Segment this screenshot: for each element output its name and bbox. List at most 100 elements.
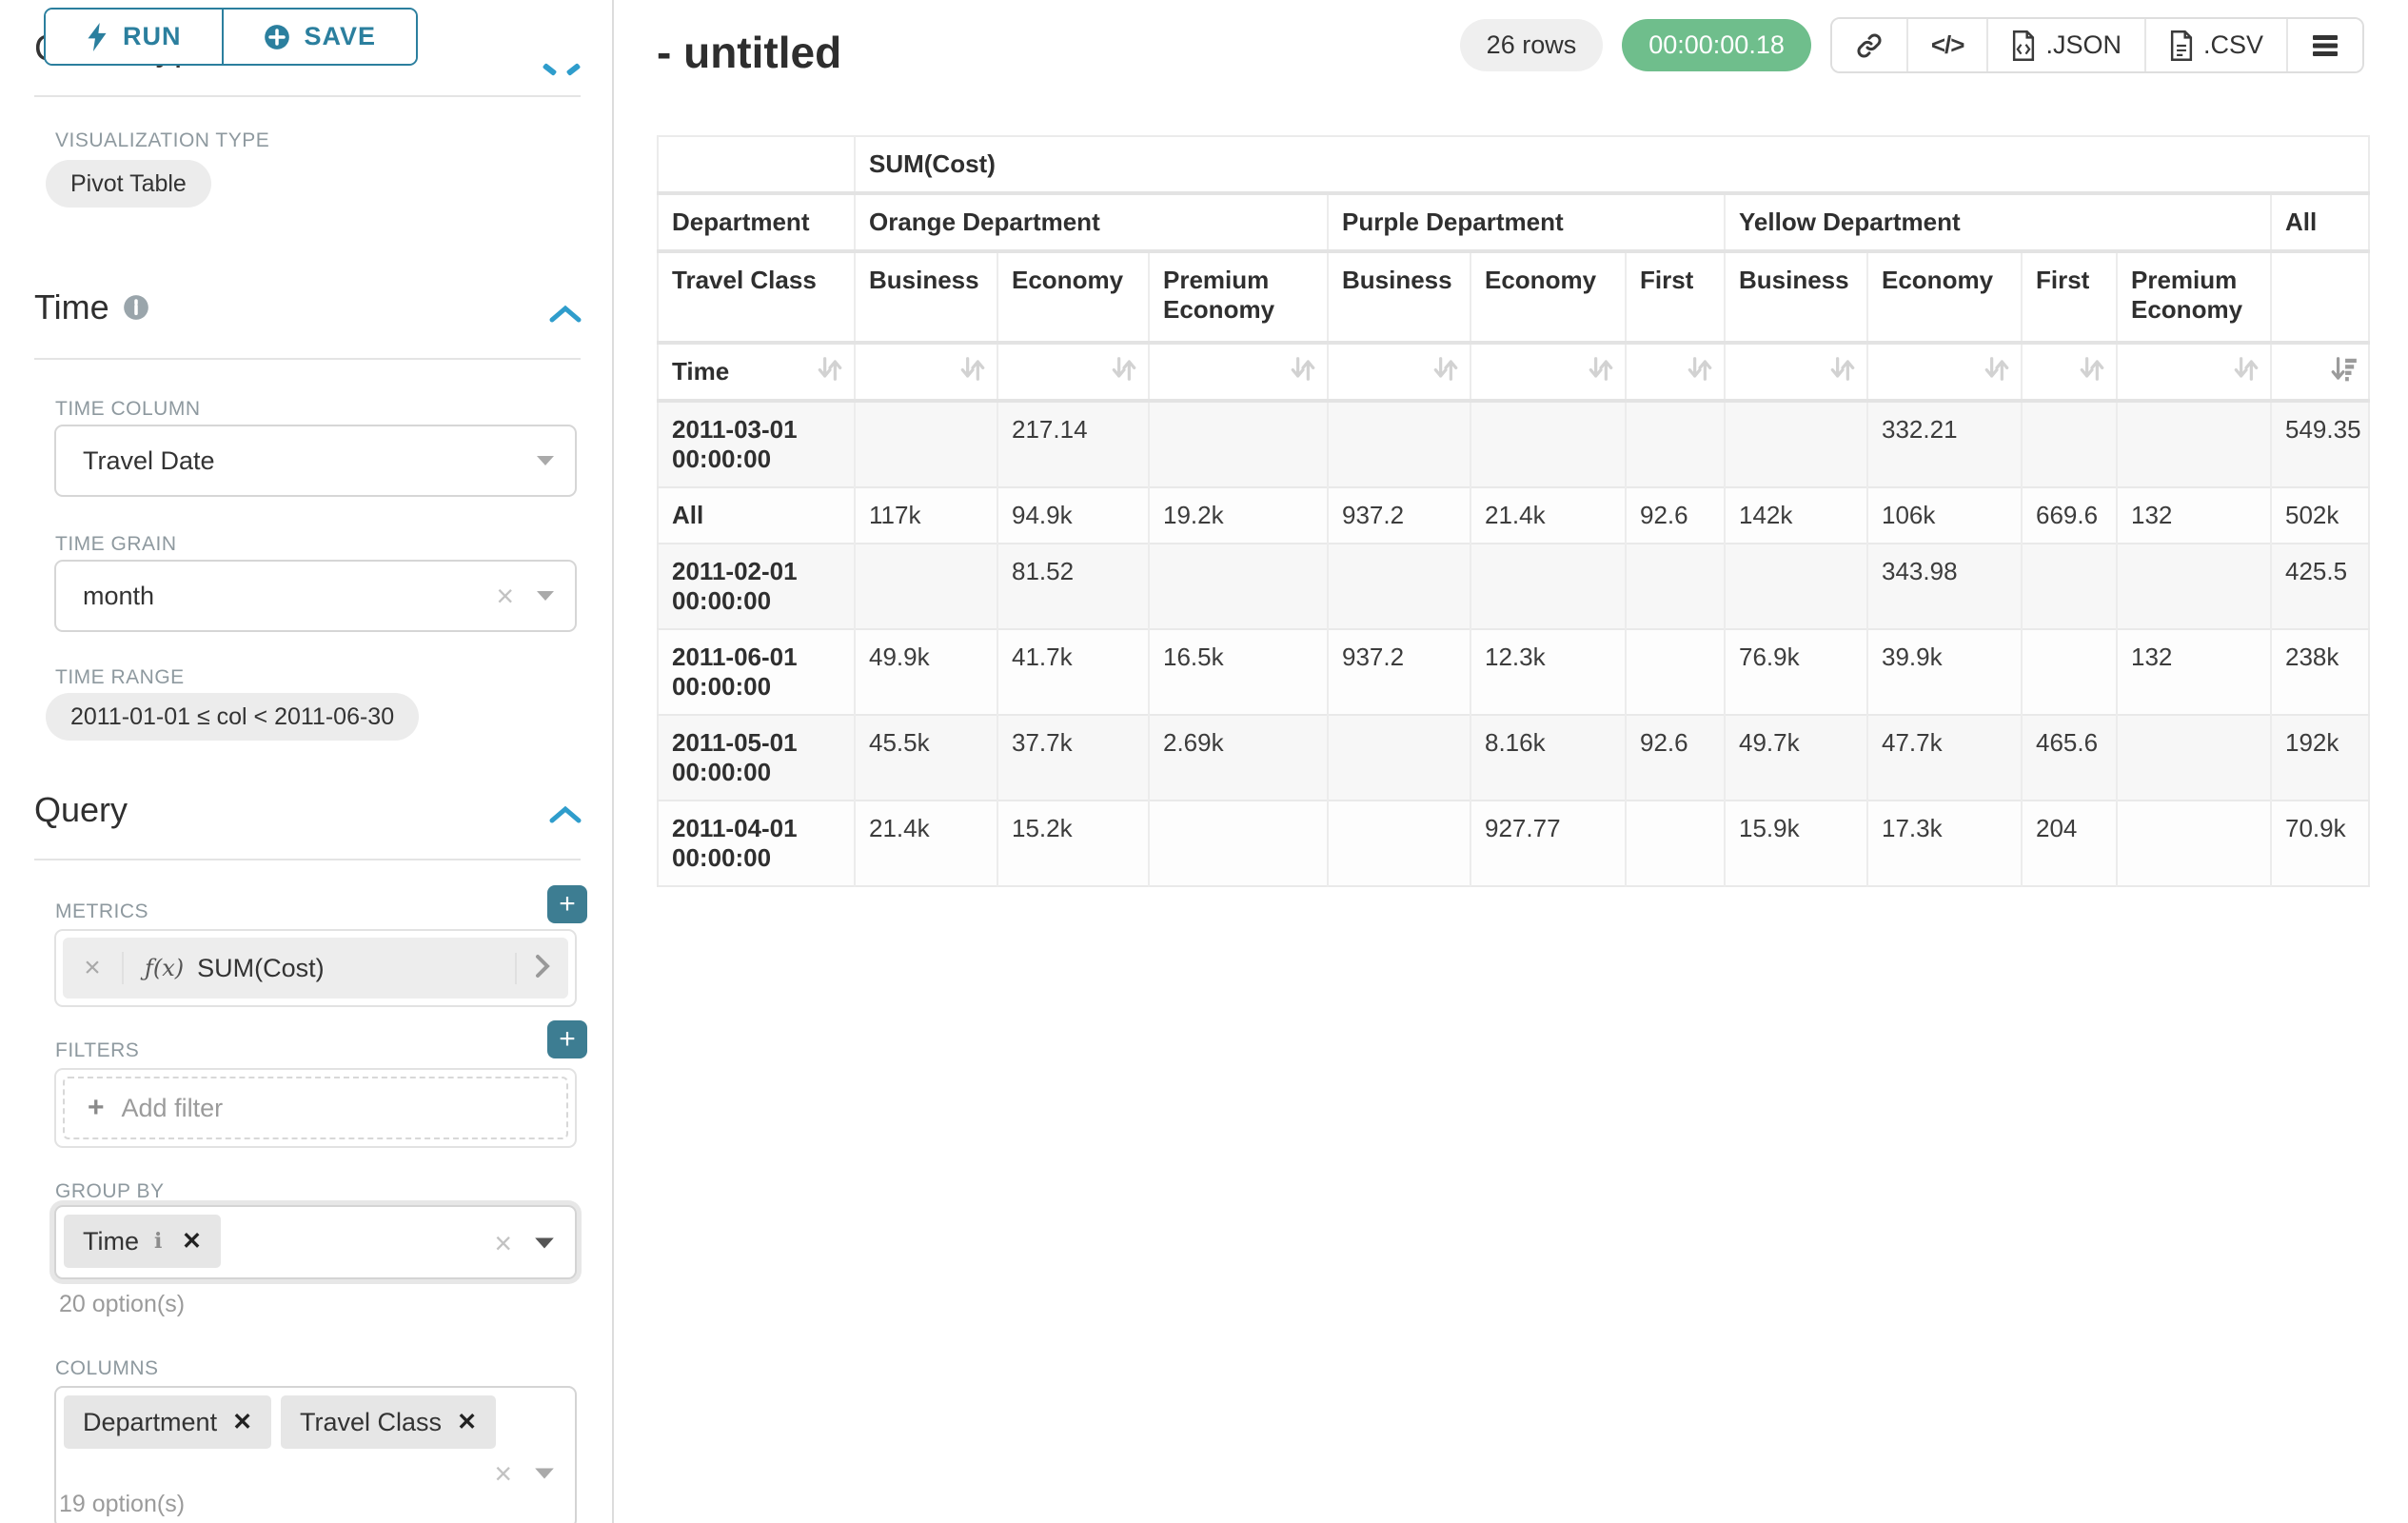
value-cell: 45.5k [854, 715, 997, 801]
chevron-up-icon[interactable] [542, 63, 558, 76]
travel-class-header: Premium Economy [2116, 251, 2271, 345]
x-icon[interactable]: × [494, 1226, 512, 1260]
sort-arrows-icon[interactable] [2232, 354, 2260, 389]
time-grain-value: month [83, 581, 155, 610]
share-link-button[interactable] [1831, 19, 1906, 71]
caret-down-icon[interactable] [535, 454, 556, 467]
value-cell: 217.14 [997, 401, 1149, 487]
run-button-label: RUN [123, 22, 182, 50]
add-metric-button[interactable]: + [547, 885, 587, 923]
value-cell: 21.4k [1470, 487, 1626, 544]
metric-chip[interactable]: × ƒ(x) SUM(Cost) [63, 938, 568, 999]
sort-arrows-icon[interactable] [816, 354, 844, 389]
sort-arrows-icon[interactable] [1289, 354, 1317, 389]
group-by-select[interactable]: Time i ✕ × [54, 1205, 577, 1279]
more-options-button[interactable] [2286, 19, 2362, 71]
sort-arrows-icon[interactable] [958, 354, 987, 389]
query-section-title: Query [34, 790, 128, 829]
chevron-up-icon[interactable] [565, 63, 582, 76]
travel-class-header: Economy [1470, 251, 1626, 345]
caret-down-icon[interactable] [533, 1466, 556, 1481]
x-icon[interactable]: × [496, 579, 514, 613]
value-cell: 92.6 [1625, 715, 1725, 801]
divider [34, 95, 581, 97]
selected-option-tag[interactable]: Time i ✕ [64, 1215, 221, 1268]
value-cell [2021, 401, 2117, 487]
divider [34, 859, 581, 860]
time-column-select[interactable]: Travel Date [54, 425, 577, 497]
chevron-up-icon[interactable] [548, 303, 582, 326]
x-icon[interactable]: × [494, 1456, 512, 1491]
columns-options-hint: 19 option(s) [59, 1491, 186, 1517]
selected-option-tag[interactable]: Travel Class ✕ [281, 1395, 497, 1449]
table-corner-cell [658, 136, 855, 195]
travel-class-header: Business [1327, 251, 1470, 345]
x-icon[interactable]: × [63, 952, 124, 984]
viz-type-pill[interactable]: Pivot Table [46, 160, 211, 208]
query-timer-badge: 00:00:00.18 [1622, 19, 1811, 71]
file-text-icon [2170, 30, 2193, 61]
row-count-badge: 26 rows [1459, 19, 1604, 71]
time-range-pill[interactable]: 2011-01-01 ≤ col < 2011-06-30 [46, 693, 420, 741]
value-cell [1625, 629, 1725, 715]
value-cell [1327, 401, 1470, 487]
add-filter-plus-button[interactable]: + [547, 1020, 587, 1058]
export-json-button[interactable]: .JSON [1986, 19, 2144, 71]
value-cell [1327, 544, 1470, 629]
value-cell [1724, 544, 1867, 629]
sort-arrows-icon[interactable] [1983, 354, 2011, 389]
table-row: 2011-02-01 00:00:00 81.52 343.98 425.5 [658, 544, 2370, 629]
chart-panel: - untitled 26 rows 00:00:00.18 </> [614, 0, 2408, 1523]
metric-group-header: SUM(Cost) [853, 136, 2370, 195]
time-column-label: TIME COLUMN [55, 398, 201, 420]
filters-label: FILTERS [55, 1039, 140, 1061]
caret-down-icon[interactable] [533, 1236, 556, 1251]
remove-tag-icon[interactable]: ✕ [232, 1409, 253, 1435]
group-by-options-hint: 20 option(s) [59, 1291, 186, 1317]
filters-box: + Add filter [54, 1068, 577, 1148]
columns-select[interactable]: Department ✕ Travel Class ✕ × [54, 1386, 577, 1523]
value-cell: 19.2k [1148, 487, 1328, 544]
value-cell: 21.4k [854, 801, 997, 886]
value-cell [2021, 629, 2117, 715]
chevron-up-icon[interactable] [548, 803, 582, 826]
query-section-header: Query [34, 790, 128, 830]
file-code-icon [2013, 30, 2035, 61]
metrics-box: × ƒ(x) SUM(Cost) [54, 929, 577, 1007]
sort-descending-icon[interactable] [2330, 354, 2359, 389]
embed-code-button[interactable]: </> [1905, 19, 1987, 71]
add-filter-label: Add filter [121, 1093, 224, 1122]
remove-tag-icon[interactable]: ✕ [182, 1228, 202, 1255]
sort-arrows-icon[interactable] [1587, 354, 1615, 389]
sort-arrows-icon[interactable] [1686, 354, 1714, 389]
save-button[interactable]: SAVE [221, 10, 417, 64]
link-icon [1857, 32, 1882, 58]
value-cell: 8.16k [1470, 715, 1626, 801]
remove-tag-icon[interactable]: ✕ [457, 1409, 478, 1435]
department-group-header: Purple Department [1327, 193, 1725, 253]
sort-arrows-icon[interactable] [1110, 354, 1138, 389]
selected-option-tag[interactable]: Department ✕ [64, 1395, 272, 1449]
result-toolbar: 26 rows 00:00:00.18 </> .J [1459, 17, 2364, 73]
sort-arrows-icon[interactable] [1828, 354, 1857, 389]
travel-class-header: Business [854, 251, 997, 345]
value-cell: 332.21 [1866, 401, 2022, 487]
run-button[interactable]: RUN [46, 10, 222, 64]
time-grain-select[interactable]: month × [54, 560, 577, 632]
value-cell [854, 401, 997, 487]
export-csv-button[interactable]: .CSV [2143, 19, 2286, 71]
value-cell: 41.7k [997, 629, 1149, 715]
caret-down-icon[interactable] [535, 589, 556, 603]
info-icon[interactable] [123, 294, 149, 321]
travel-class-header: Business [1724, 251, 1867, 345]
row-label: All [672, 501, 704, 529]
sort-arrows-icon[interactable] [1431, 354, 1460, 389]
value-cell: 204 [2021, 801, 2117, 886]
value-cell: 49.7k [1724, 715, 1867, 801]
value-cell: 16.5k [1148, 629, 1328, 715]
add-filter-button[interactable]: + Add filter [63, 1077, 568, 1139]
chevron-right-icon[interactable] [515, 952, 568, 984]
value-cell [1724, 401, 1867, 487]
sort-arrows-icon[interactable] [2078, 354, 2106, 389]
